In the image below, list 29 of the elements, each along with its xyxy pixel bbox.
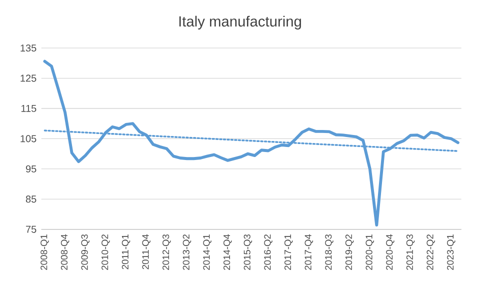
y-tick-label: 125 bbox=[20, 74, 36, 82]
y-tick-label: 115 bbox=[21, 104, 36, 112]
x-tick-label: 2020-Q1 bbox=[366, 234, 374, 270]
y-tick-label: 85 bbox=[26, 196, 36, 203]
x-tick-label: 2017-Q4 bbox=[304, 234, 314, 270]
y-tick-label: 75 bbox=[26, 226, 36, 233]
x-tick-label: 2008-Q1 bbox=[40, 234, 49, 270]
x-tick-label: 2010-Q2 bbox=[102, 234, 110, 270]
x-tick-label: 2013-Q2 bbox=[182, 234, 192, 270]
x-tick-label: 2020-Q4 bbox=[386, 234, 394, 270]
x-tick-label: 2023-Q1 bbox=[447, 234, 456, 270]
y-tick-label: 135 bbox=[20, 44, 36, 52]
x-tick-label: 2019-Q2 bbox=[345, 234, 354, 270]
x-tick-label: 2021-Q3 bbox=[406, 234, 415, 270]
y-tick-label: 95 bbox=[26, 165, 36, 172]
x-tick-label: 2022-Q2 bbox=[426, 234, 435, 270]
x-tick-label: 2016-Q2 bbox=[264, 234, 272, 270]
chart-title: Italy manufacturing bbox=[179, 16, 301, 30]
x-tick-label: 2014-Q4 bbox=[223, 234, 232, 270]
x-tick-label: 2015-Q3 bbox=[244, 234, 252, 270]
x-tick-label: 2011-Q4 bbox=[142, 234, 150, 270]
x-tick-label: 2017-Q1 bbox=[284, 234, 293, 270]
x-tick-label: 2012-Q3 bbox=[162, 234, 171, 270]
x-tick-label: 2009-Q3 bbox=[81, 234, 90, 270]
x-tick-label: 2011-Q1 bbox=[122, 234, 130, 270]
y-tick-label: 105 bbox=[20, 135, 36, 142]
x-tick-label: 2014-Q1 bbox=[203, 234, 212, 270]
x-tick-label: 2008-Q4 bbox=[60, 234, 70, 270]
x-tick-label: 2018-Q3 bbox=[325, 234, 334, 270]
